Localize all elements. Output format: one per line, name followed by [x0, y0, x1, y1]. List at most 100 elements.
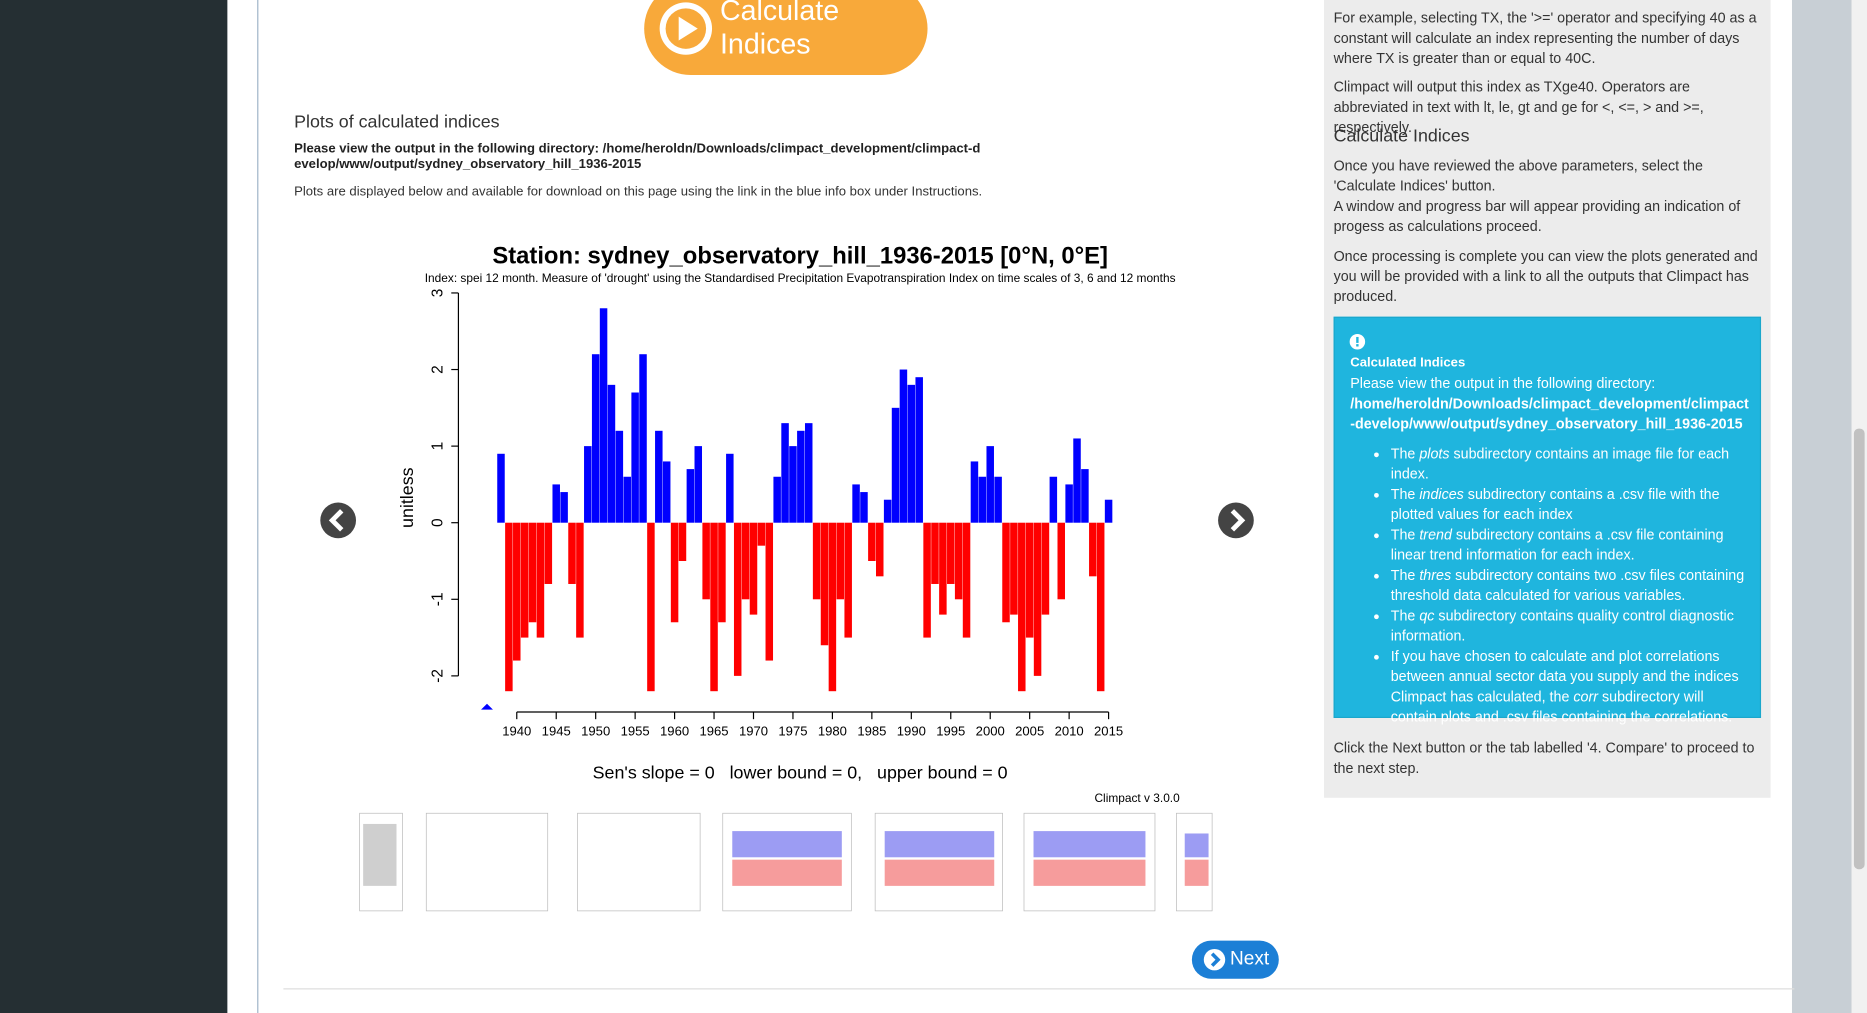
- item-lead: If you have chosen to calculate and plot…: [1390, 647, 1739, 705]
- y-tick-label: -1: [429, 592, 446, 606]
- thumbnail[interactable]: [359, 812, 403, 912]
- bar: [576, 522, 584, 638]
- section-title: Plots of calculated indices: [294, 111, 500, 133]
- bar: [868, 522, 876, 562]
- bar: [513, 522, 521, 661]
- step: Once you have reviewed the above paramet…: [1333, 157, 1703, 195]
- bar: [631, 392, 639, 523]
- bar: [1025, 522, 1034, 638]
- play-icon: [659, 2, 713, 55]
- bar: [852, 484, 860, 523]
- info-item: The qc subdirectory contains quality con…: [1391, 606, 1749, 646]
- bar: [962, 522, 971, 638]
- step: A window and progress bar will appear pr…: [1333, 197, 1741, 235]
- bar: [1057, 522, 1065, 600]
- bar: [1081, 469, 1089, 523]
- info-list: The plots subdirectory contains an image…: [1367, 444, 1749, 727]
- item-term: corr: [1573, 688, 1599, 705]
- item-lead: The: [1390, 566, 1416, 584]
- x-tick-label: 1980: [818, 724, 847, 739]
- item-term: thres: [1419, 566, 1452, 584]
- bar: [899, 369, 908, 523]
- item-rest: subdirectory contains quality control di…: [1390, 607, 1734, 645]
- bar: [891, 407, 900, 523]
- carousel-next[interactable]: [1218, 502, 1254, 539]
- marker: [481, 703, 493, 710]
- x-tick-label: 1990: [897, 724, 926, 739]
- item-lead: The: [1390, 445, 1416, 462]
- bar: [757, 522, 766, 546]
- bar: [986, 446, 994, 523]
- bar: [733, 522, 742, 676]
- bar: [505, 522, 513, 692]
- x-tick-label: 2010: [1055, 724, 1084, 739]
- item-rest: subdirectory contains two .csv files con…: [1390, 566, 1745, 604]
- y-axis-label: unitless: [397, 467, 417, 528]
- bar: [607, 384, 616, 523]
- bar: [655, 430, 663, 523]
- bar: [1096, 522, 1105, 692]
- bar: [710, 522, 718, 692]
- carousel-prev[interactable]: [320, 502, 357, 539]
- y-tick-label: 0: [429, 518, 446, 527]
- bar: [544, 522, 553, 584]
- info-title: Calculated Indices: [1350, 356, 1466, 371]
- bar: [883, 499, 892, 523]
- bar: [647, 522, 655, 692]
- item-lead: The: [1390, 607, 1416, 624]
- bar: [915, 377, 923, 523]
- info-item: The trend subdirectory contains a .csv f…: [1391, 525, 1749, 565]
- sidebar: [0, 0, 228, 1013]
- bar: [678, 522, 687, 562]
- chart-subtitle: Index: spei 12 month. Measure of 'drough…: [425, 271, 1176, 285]
- thumbnail[interactable]: [425, 812, 549, 912]
- bar: [844, 522, 852, 638]
- bar: [1065, 484, 1073, 523]
- info-intro: Please view the output in the following …: [1350, 375, 1656, 392]
- bar: [591, 354, 600, 523]
- calculate-label: Calculate Indices: [719, 0, 840, 61]
- calculate-button[interactable]: Calculate Indices: [644, 0, 928, 76]
- directory-path: /home/heroldn/Downloads/climpact_develop…: [294, 141, 981, 172]
- bar: [954, 522, 963, 600]
- x-tick-label: 1975: [778, 724, 807, 739]
- x-tick-label: 1970: [739, 724, 768, 739]
- bar: [1041, 522, 1050, 615]
- chart-title: Station: sydney_observatory_hill_1936-20…: [492, 242, 1108, 269]
- x-tick-label: 1955: [621, 724, 650, 739]
- bar: [1049, 476, 1058, 523]
- bar: [536, 522, 545, 638]
- x-tick-label: 1945: [542, 724, 571, 739]
- info-item: The plots subdirectory contains an image…: [1391, 444, 1749, 484]
- bar: [1033, 522, 1042, 676]
- paragraph: Click the Next button or the tab labelle…: [1333, 739, 1755, 777]
- chart-version: Climpact v 3.0.0: [1094, 791, 1180, 805]
- bar: [789, 446, 797, 523]
- x-tick-label: 1950: [581, 724, 610, 739]
- chart: Station: sydney_observatory_hill_1936-20…: [320, 242, 1254, 912]
- bar: [497, 453, 505, 523]
- item-term: plots: [1419, 445, 1450, 462]
- x-tick-label: 1995: [936, 724, 965, 739]
- bar: [939, 522, 947, 615]
- scrollbar-thumb[interactable]: [1853, 428, 1865, 870]
- bar: [860, 492, 868, 523]
- bar: [820, 522, 829, 646]
- paragraph: For example, selecting TX, the '>=' oper…: [1333, 9, 1757, 67]
- x-tick-label: 2000: [976, 724, 1005, 739]
- next-button[interactable]: Next: [1191, 940, 1279, 979]
- item-term: qc: [1419, 607, 1435, 624]
- bar: [947, 522, 955, 584]
- bar: [702, 522, 710, 600]
- bar: [978, 476, 987, 523]
- thumbnail[interactable]: [577, 812, 701, 912]
- item-rest: subdirectory contains a .csv file contai…: [1390, 526, 1724, 564]
- y-tick-label: 1: [429, 442, 446, 451]
- x-tick-label: 2015: [1094, 724, 1123, 739]
- bar: [1010, 522, 1018, 615]
- bar: [970, 461, 979, 523]
- paragraph: Climpact will output this index as TXge4…: [1333, 78, 1704, 136]
- bar: [931, 522, 939, 584]
- content-border: [257, 0, 259, 1013]
- bar: [623, 476, 631, 523]
